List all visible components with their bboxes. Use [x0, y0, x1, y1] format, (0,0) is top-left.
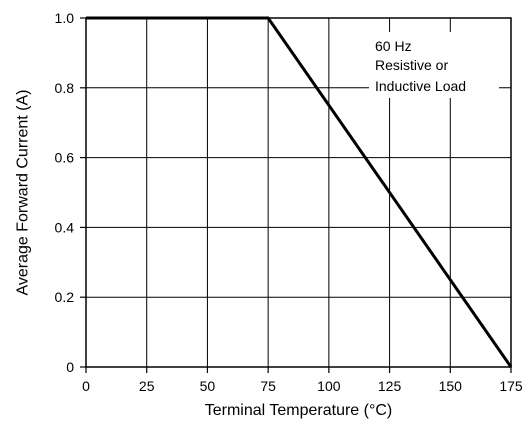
x-tick-label: 175: [499, 378, 523, 394]
plot-area-frame: [85, 17, 512, 368]
annotation-box: 60 Hz Resistive or Inductive Load: [369, 32, 499, 98]
series-layer: [86, 16, 513, 368]
x-axis-ticks: 0 25 50 75 100 125 150 175: [82, 367, 523, 394]
x-tick-label: 25: [139, 378, 155, 394]
y-axis-title: Average Forward Current (A): [15, 90, 32, 296]
y-tick-label: 1.0: [55, 10, 75, 26]
y-tick-label: 0.8: [55, 80, 75, 96]
annotation-line-3: Inductive Load: [375, 78, 466, 94]
x-tick-label: 100: [317, 378, 341, 394]
x-tick-label: 150: [439, 378, 463, 394]
y-tick-label: 0.2: [55, 289, 75, 305]
derating-curve: [86, 16, 513, 368]
y-tick-label: 0.4: [55, 219, 75, 235]
x-tick-label: 0: [82, 378, 90, 394]
annotation-line-2: Resistive or: [375, 57, 448, 73]
x-axis-title: Terminal Temperature (°C): [205, 402, 393, 419]
y-tick-label: 0: [66, 359, 74, 375]
y-axis-ticks: 0 0.2 0.4 0.6 0.8 1.0: [55, 10, 86, 375]
x-tick-label: 125: [378, 378, 402, 394]
x-tick-label: 75: [260, 378, 276, 394]
y-tick-label: 0.6: [55, 150, 75, 166]
annotation-background: [369, 32, 499, 98]
x-tick-label: 50: [200, 378, 216, 394]
annotation-line-1: 60 Hz: [375, 38, 412, 54]
